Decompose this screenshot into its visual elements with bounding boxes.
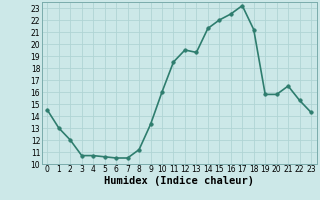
X-axis label: Humidex (Indice chaleur): Humidex (Indice chaleur) xyxy=(104,176,254,186)
